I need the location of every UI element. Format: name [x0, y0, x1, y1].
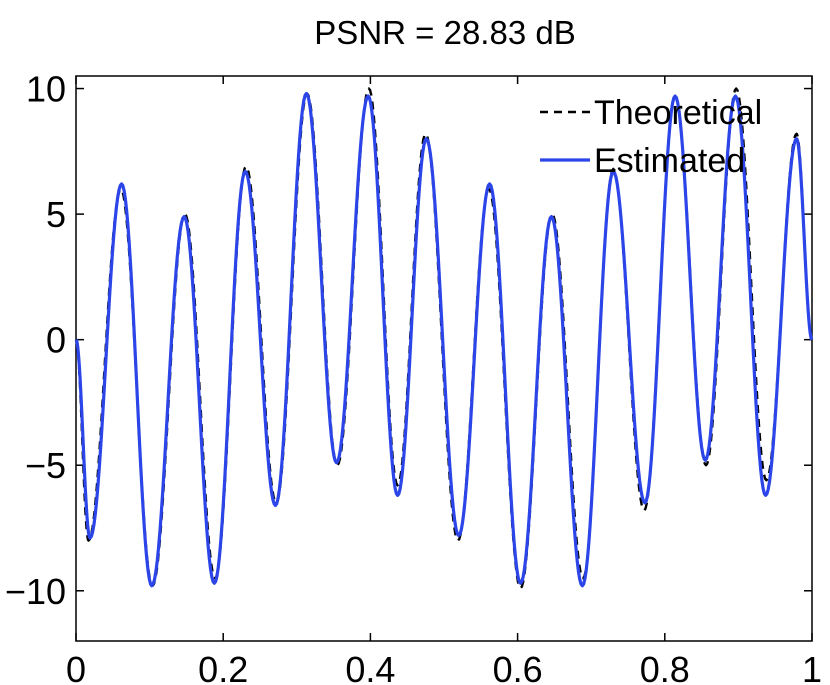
plot-frame: [75, 75, 813, 642]
x-tick-label: 0.4: [345, 649, 395, 685]
legend-label-estimated: Estimated: [594, 142, 745, 180]
y-tick-label: 10: [26, 69, 66, 110]
x-tick-label: 1: [802, 649, 822, 685]
y-tick-label: −10: [5, 571, 66, 612]
legend-label-theoretical: Theoretical: [594, 94, 762, 132]
y-tick-label: 5: [46, 194, 66, 235]
legend: Theoretical Estimated: [540, 94, 762, 180]
series-line-estimated: [74, 91, 814, 588]
axis-ticks: 0 0.2 0.4 0.6 0.8 1 10 5 0 −5 −10: [5, 69, 822, 685]
y-tick-label: 0: [46, 320, 66, 361]
y-tick-label: −5: [25, 445, 66, 486]
series-layer: [74, 87, 814, 590]
chart-title: PSNR = 28.83 dB: [314, 14, 575, 51]
x-tick-label: 0.8: [640, 649, 690, 685]
x-tick-label: 0.2: [198, 649, 248, 685]
x-tick-label: 0.6: [493, 649, 543, 685]
x-tick-label: 0: [66, 649, 86, 685]
